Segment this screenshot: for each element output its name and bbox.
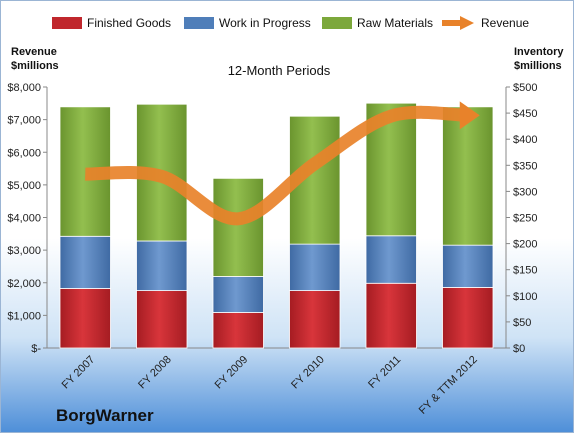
right-axis-title-line2: $millions (514, 60, 562, 72)
right-tick-label: $450 (513, 108, 537, 120)
legend: Finished Goods Work in Progress Raw Mate… (52, 16, 529, 30)
left-tick-label: $4,000 (7, 213, 41, 225)
bar-work-in-progress (442, 244, 494, 288)
revenue-arrowhead (459, 101, 480, 130)
left-axis-title-line2: $millions (11, 60, 59, 72)
chart-title: 12-Month Periods (228, 63, 331, 78)
left-tick-label: $- (31, 343, 41, 355)
legend-label-finished-goods: Finished Goods (87, 16, 171, 30)
legend-label-raw-materials: Raw Materials (357, 16, 433, 30)
legend-swatch-revenue (442, 16, 474, 30)
revenue-line (85, 105, 468, 226)
revenue-point (160, 175, 163, 178)
right-tick-label: $0 (513, 343, 525, 355)
bar-finished-goods (289, 290, 341, 349)
right-tick-label: $350 (513, 160, 537, 172)
brand-label: BorgWarner (56, 406, 154, 425)
left-tick-label: $1,000 (7, 310, 41, 322)
revenue-point (84, 173, 87, 176)
legend-swatch-raw-materials (322, 17, 352, 29)
left-axis-ticks: $- $1,000 $2,000 $3,000 $4,000 $5,000 $6,000 $7… (7, 82, 47, 355)
revenue-point (313, 162, 316, 165)
right-axis-ticks: $0 $50 $100 $150 $200 $250 $300 $350 $400 $450 $50… (506, 82, 537, 355)
left-tick-label: $7,000 (7, 115, 41, 127)
bar-finished-goods (365, 282, 417, 349)
bar-finished-goods (442, 287, 494, 349)
bar-work-in-progress (212, 276, 264, 313)
right-tick-label: $100 (513, 291, 537, 303)
left-tick-label: $8,000 (7, 82, 41, 94)
left-tick-label: $5,000 (7, 180, 41, 192)
bar-finished-goods (59, 288, 111, 349)
bar-finished-goods (136, 290, 188, 349)
revenue-point (466, 114, 469, 117)
bar-work-in-progress (59, 235, 111, 289)
revenue-point (237, 217, 240, 220)
bar-work-in-progress (136, 240, 188, 291)
right-tick-label: $200 (513, 239, 537, 251)
right-tick-label: $50 (513, 317, 531, 329)
legend-label-work-in-progress: Work in Progress (219, 16, 311, 30)
legend-swatch-work-in-progress (184, 17, 214, 29)
legend-swatch-finished-goods (52, 17, 82, 29)
right-tick-label: $150 (513, 265, 537, 277)
right-tick-label: $300 (513, 186, 537, 198)
bars (59, 102, 494, 349)
revenue-point (390, 115, 393, 118)
right-tick-label: $250 (513, 213, 537, 225)
revenue-series (84, 101, 480, 226)
bar-raw-materials (212, 177, 264, 277)
legend-label-revenue: Revenue (481, 16, 529, 30)
right-tick-label: $400 (513, 134, 537, 146)
bar-finished-goods (212, 312, 264, 349)
left-tick-label: $2,000 (7, 278, 41, 290)
right-tick-label: $500 (513, 82, 537, 94)
bar-work-in-progress (289, 243, 341, 291)
bar-work-in-progress (365, 235, 417, 284)
left-axis-title-line1: Revenue (11, 46, 57, 58)
left-tick-label: $3,000 (7, 245, 41, 257)
bar-raw-materials (442, 106, 494, 246)
right-axis-title-line1: Inventory (514, 46, 564, 58)
left-tick-label: $6,000 (7, 147, 41, 159)
